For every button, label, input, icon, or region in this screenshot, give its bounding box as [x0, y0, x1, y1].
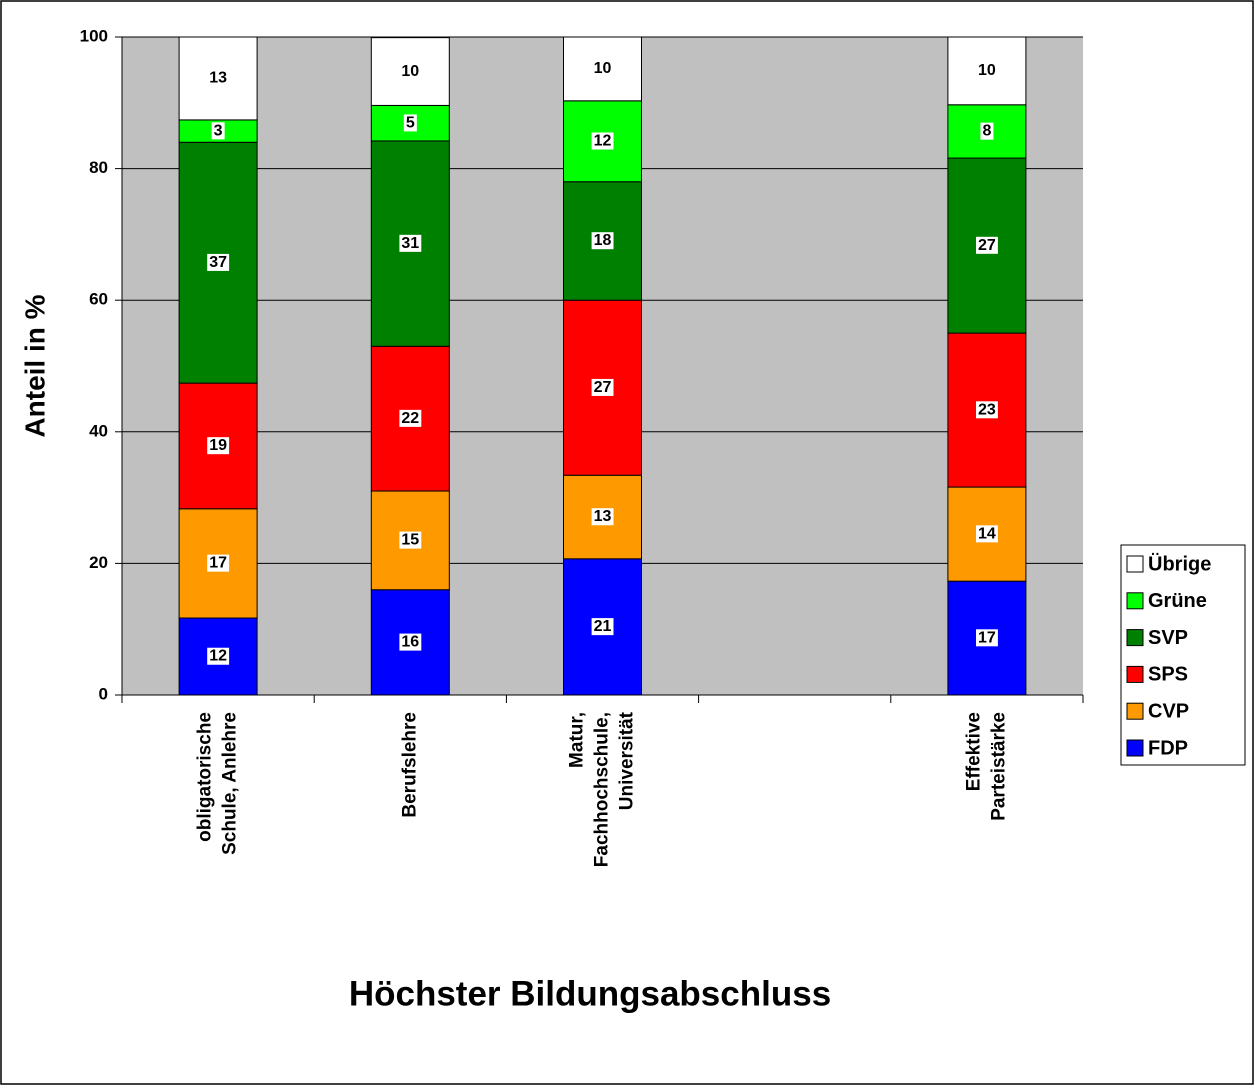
data-label-bg	[399, 62, 422, 80]
data-label-bg	[976, 236, 998, 254]
data-label-bg	[399, 409, 422, 427]
x-tick-label: Schule, Anlehre	[220, 712, 241, 855]
data-label: 23	[978, 401, 996, 418]
y-tick-label: 60	[89, 290, 108, 309]
legend-label: Übrige	[1148, 552, 1211, 575]
legend-swatch	[1126, 702, 1144, 720]
legend-label: SVP	[1148, 627, 1188, 649]
data-label-bg	[403, 114, 417, 132]
x-tick-label: Matur,	[567, 712, 588, 768]
data-label-bg	[207, 437, 230, 455]
data-label: 21	[594, 618, 612, 635]
data-label: 14	[978, 525, 996, 542]
data-label-bg	[399, 234, 422, 252]
legend-swatch	[1126, 629, 1144, 647]
data-label: 27	[594, 379, 612, 396]
legend-swatch	[1126, 739, 1144, 757]
x-axis-title: Höchster Bildungsabschluss	[349, 974, 831, 1013]
legend	[1120, 544, 1246, 766]
data-label-bg	[591, 132, 614, 150]
data-label: 10	[401, 63, 419, 80]
data-label: 17	[209, 555, 227, 572]
legend-swatch	[1126, 555, 1144, 573]
x-tick-label: Effektive	[963, 712, 984, 791]
y-tick-label: 0	[99, 684, 108, 703]
legend-label: FDP	[1148, 737, 1188, 759]
data-label-bg	[591, 232, 614, 250]
data-label: 8	[982, 123, 991, 140]
data-label: 19	[209, 437, 227, 454]
data-label-bg	[211, 122, 225, 140]
data-label: 17	[978, 629, 996, 646]
legend-label: SPS	[1148, 664, 1188, 686]
x-tick-label: Berufslehre	[399, 712, 420, 818]
data-label: 15	[401, 532, 419, 549]
data-label-bg	[207, 554, 230, 572]
y-tick-label: 100	[80, 26, 108, 45]
data-label: 37	[209, 254, 227, 271]
data-label: 10	[594, 60, 612, 77]
data-label-bg	[980, 122, 994, 140]
data-label-bg	[976, 62, 998, 80]
data-label: 12	[209, 648, 227, 665]
legend-swatch	[1126, 592, 1144, 610]
data-label: 16	[401, 634, 419, 651]
y-tick-label: 40	[89, 421, 108, 440]
data-label-bg	[399, 633, 422, 651]
data-label: 10	[978, 62, 996, 79]
y-axis-title: Anteil in %	[19, 294, 50, 437]
data-label-bg	[207, 647, 230, 665]
data-label-bg	[591, 618, 614, 636]
data-label: 13	[209, 70, 227, 87]
data-label-bg	[976, 525, 998, 543]
x-tick-label: Universität	[617, 711, 638, 810]
y-tick-label: 80	[89, 158, 108, 177]
legend-label: CVP	[1148, 700, 1189, 722]
x-tick-label: Fachhochschule,	[592, 712, 613, 867]
data-label: 27	[978, 237, 996, 254]
data-label: 13	[594, 508, 612, 525]
data-label: 18	[594, 232, 612, 249]
legend-swatch	[1126, 665, 1144, 683]
data-label: 12	[594, 133, 612, 150]
data-label-bg	[591, 60, 614, 78]
data-label-bg	[399, 531, 422, 549]
legend-label: Grüne	[1148, 590, 1207, 612]
x-tick-label: obligatorische	[195, 712, 216, 842]
data-label: 5	[406, 114, 415, 131]
data-label-bg	[207, 253, 230, 271]
data-label-bg	[976, 629, 998, 647]
data-label: 31	[401, 235, 419, 252]
data-label-bg	[207, 69, 230, 87]
data-label-bg	[591, 508, 614, 526]
y-tick-label: 20	[89, 553, 108, 572]
data-label: 22	[401, 410, 419, 427]
data-label-bg	[591, 378, 614, 396]
data-label: 3	[214, 122, 223, 139]
data-label-bg	[976, 401, 998, 419]
x-tick-label: Parteistärke	[988, 712, 1009, 821]
